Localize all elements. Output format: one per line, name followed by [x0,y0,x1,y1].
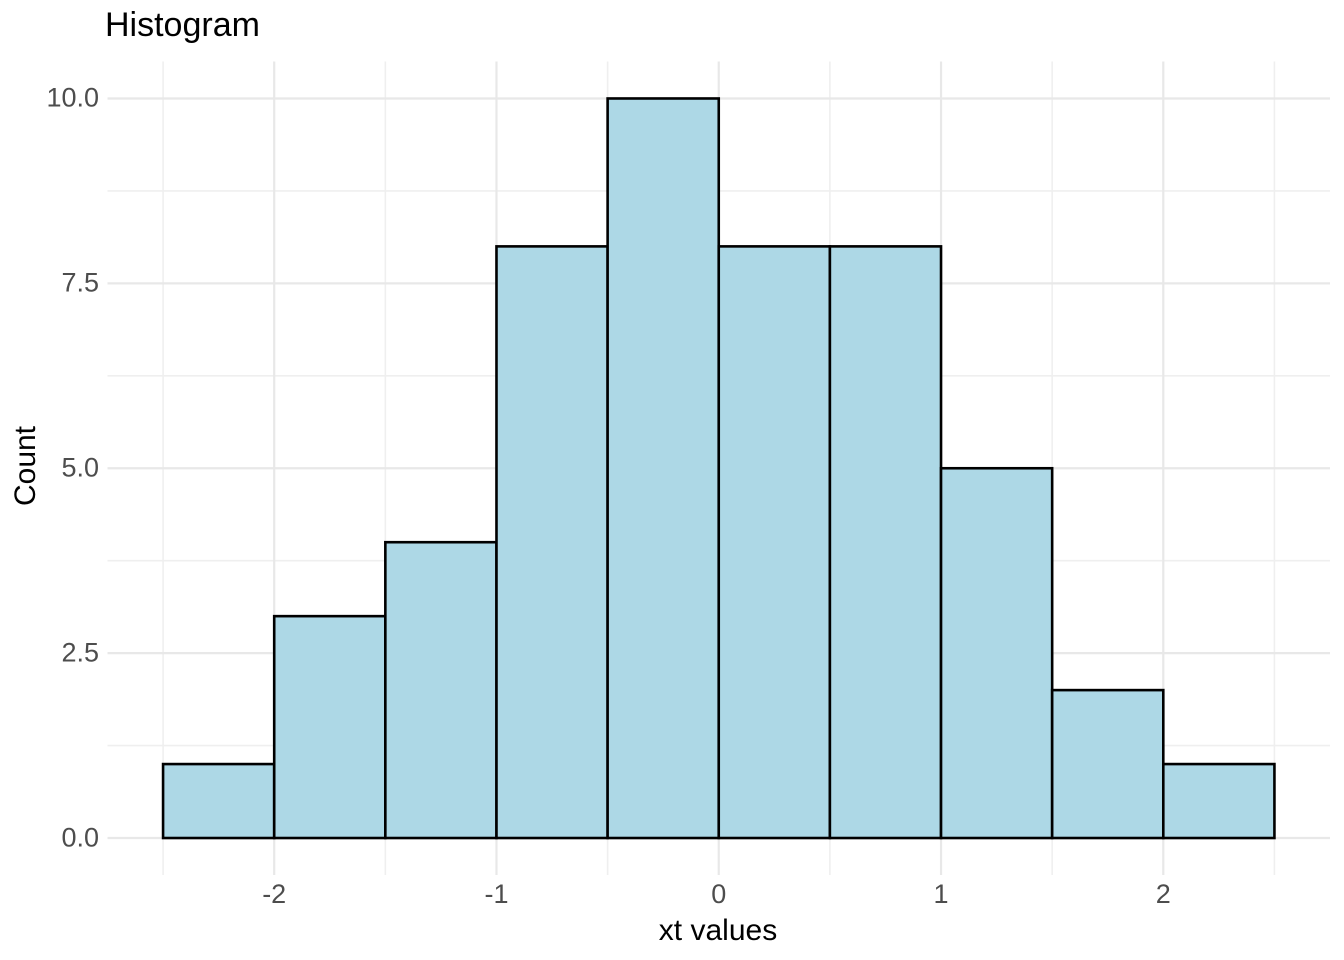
histogram-bar [939,466,1054,840]
y-tick-label: 10.0 [46,82,99,113]
x-tick-label: 1 [933,879,949,909]
y-tick-label: 5.0 [61,452,99,483]
histogram-bar [161,762,276,840]
y-tick-label: 2.5 [61,637,99,668]
x-tick-label: 2 [1155,879,1171,909]
x-tick-label: 0 [711,879,727,909]
y-tick-label: 0.0 [61,822,99,853]
y-tick-label: 7.5 [61,267,99,298]
histogram-bar [384,540,498,840]
x-axis-title: xt values [658,914,778,947]
histogram-bar [606,97,721,840]
histogram-bar [828,245,943,840]
chart-title: Histogram [105,6,260,44]
x-tick-label: -2 [262,879,287,909]
histogram-bar [1050,688,1165,840]
histogram-bar [717,245,832,840]
histogram-bar [272,614,387,840]
x-tick-label: -1 [484,879,509,909]
histogram-bar [1161,762,1276,840]
histogram-bar [495,245,609,840]
